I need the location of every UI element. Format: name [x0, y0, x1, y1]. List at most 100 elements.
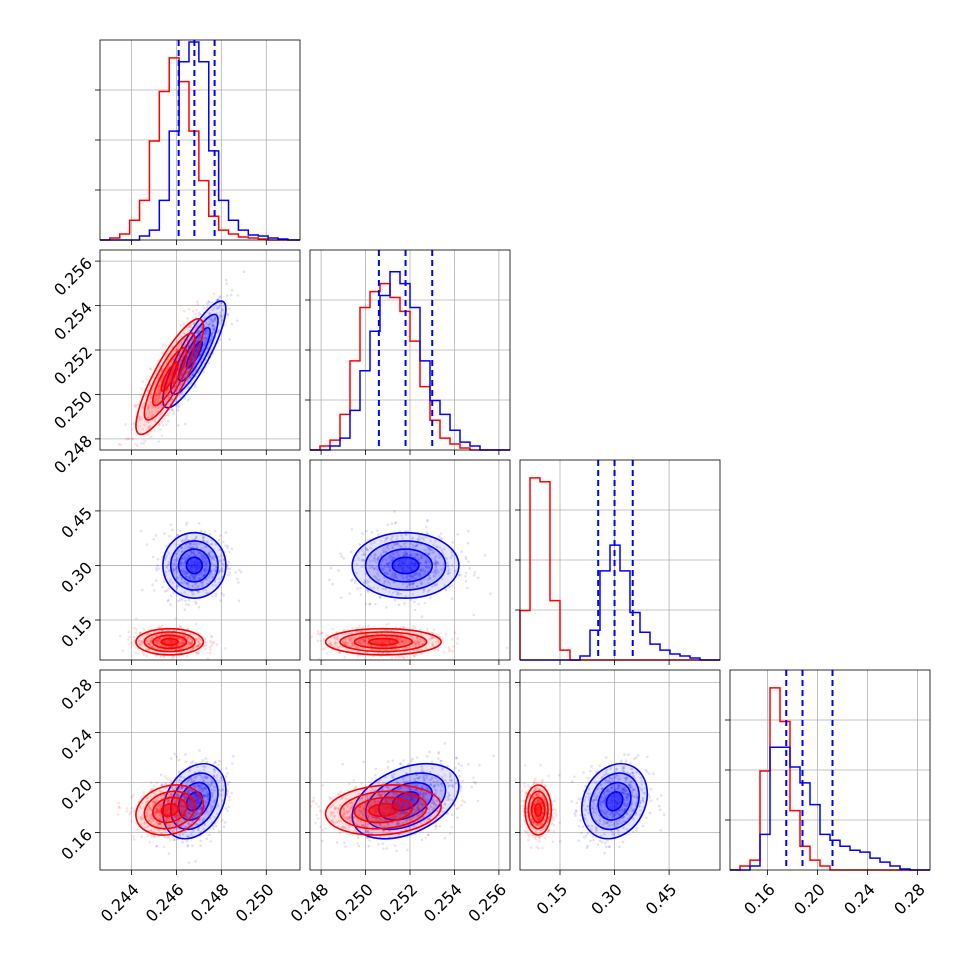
scatter-point — [164, 556, 168, 560]
scatter-point — [410, 562, 413, 565]
scatter-point — [431, 644, 435, 647]
scatter-point — [199, 529, 203, 533]
scatter-point — [387, 641, 391, 644]
scatter-point — [162, 395, 165, 398]
scatter-point — [196, 644, 200, 647]
scatter-point — [134, 617, 138, 620]
scatter-point — [173, 752, 177, 756]
scatter-point — [214, 592, 218, 596]
scatter-point — [155, 391, 158, 395]
scatter-point — [164, 353, 168, 357]
scatter-point — [138, 639, 142, 643]
scatter-point — [379, 539, 383, 543]
scatter-point — [385, 562, 389, 566]
scatter-point — [211, 336, 214, 339]
scatter-point — [169, 645, 172, 648]
scatter-point — [209, 554, 212, 557]
scatter-point — [369, 644, 373, 648]
scatter-point — [145, 633, 149, 636]
scatter-point — [204, 757, 208, 760]
scatter-point — [151, 555, 155, 559]
scatter-point — [184, 569, 188, 573]
scatter-point — [361, 553, 364, 557]
scatter-point — [185, 571, 189, 574]
scatter-point — [203, 568, 206, 572]
scatter-point — [169, 639, 172, 643]
contour-red-3 — [160, 637, 179, 646]
scatter-point — [385, 536, 388, 540]
scatter-point — [448, 571, 452, 575]
scatter-point — [192, 565, 196, 569]
scatter-point — [193, 575, 197, 578]
scatter-point — [175, 584, 179, 588]
contour-blue-1 — [364, 540, 447, 591]
scatter-point — [167, 551, 170, 555]
scatter-point — [398, 558, 402, 562]
scatter-point — [376, 558, 380, 562]
scatter-point — [159, 396, 163, 399]
scatter-point — [166, 599, 169, 603]
scatter-point — [212, 558, 216, 561]
scatter-point — [147, 405, 151, 409]
scatter-point — [212, 318, 216, 322]
scatter-point — [175, 359, 179, 362]
scatter-point — [181, 539, 185, 543]
scatter-point — [156, 557, 160, 561]
scatter-point — [169, 640, 173, 644]
scatter-point — [176, 402, 180, 406]
scatter-point — [344, 632, 348, 636]
scatter-point — [196, 327, 200, 331]
scatter-point — [158, 642, 162, 645]
scatter-point — [208, 322, 212, 326]
scatter-point — [434, 560, 437, 564]
scatter-point — [172, 591, 175, 594]
scatter-point — [380, 552, 383, 556]
scatter-point — [431, 636, 435, 640]
scatter-point — [319, 639, 323, 643]
scatter-point — [174, 568, 177, 571]
scatter-point — [343, 637, 347, 641]
scatter-point — [406, 565, 410, 569]
scatter-point — [472, 613, 476, 617]
scatter-point — [450, 554, 454, 557]
scatter-point — [190, 761, 193, 764]
scatter-point — [184, 343, 187, 347]
scatter-point — [154, 406, 157, 410]
scatter-point — [408, 582, 411, 585]
scatter-point — [434, 567, 438, 570]
scatter-point — [145, 640, 149, 643]
scatter-point — [367, 637, 371, 641]
scatter-point — [214, 312, 218, 316]
scatter-point — [180, 360, 184, 363]
scatter-point — [176, 534, 180, 537]
scatter-point — [198, 551, 202, 554]
scatter-point — [416, 640, 420, 643]
scatter-point — [163, 384, 166, 388]
scatter-point — [415, 544, 418, 547]
scatter-point — [200, 557, 204, 560]
scatter-point — [210, 334, 214, 338]
scatter-point — [154, 420, 157, 424]
scatter-point — [310, 635, 314, 639]
scatter-point — [210, 318, 213, 322]
scatter-point — [198, 329, 201, 333]
scatter-point — [433, 556, 437, 560]
scatter-point — [179, 353, 182, 357]
scatter-point — [419, 561, 422, 565]
scatter-point — [132, 437, 135, 441]
x-tick-label: 0.16 — [740, 880, 779, 919]
scatter-point — [472, 573, 476, 577]
scatter-point — [211, 575, 214, 579]
scatter-point — [395, 543, 399, 546]
scatter-point — [194, 536, 198, 539]
scatter-point — [433, 648, 437, 651]
scatter-point — [334, 643, 338, 647]
scatter-point — [175, 375, 178, 379]
histogram-panel-p1 — [305, 249, 511, 455]
scatter-point — [368, 602, 371, 606]
scatter-point — [180, 581, 184, 584]
scatter-point — [193, 583, 197, 586]
scatter-point — [489, 592, 492, 595]
scatter-point — [210, 319, 214, 323]
scatter-point — [411, 543, 415, 547]
